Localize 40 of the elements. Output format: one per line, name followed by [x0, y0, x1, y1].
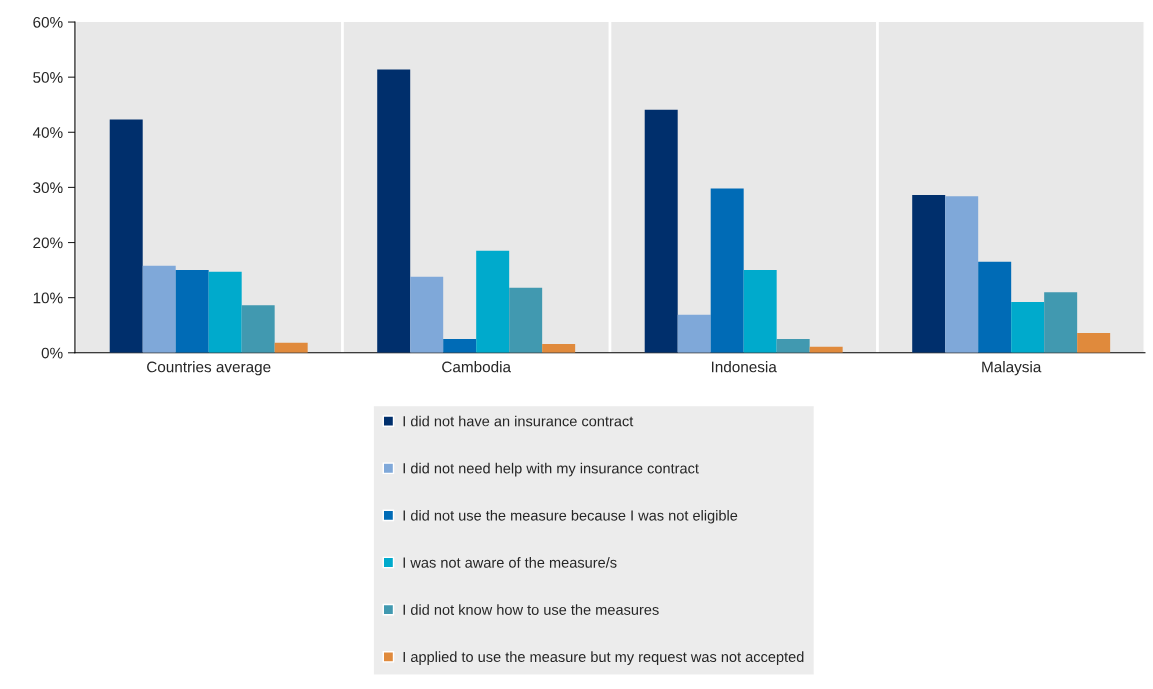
bar	[175, 270, 209, 353]
bar	[109, 119, 143, 353]
y-tick-label: 0%	[41, 347, 63, 359]
x-tick-label: Malaysia	[982, 361, 1042, 376]
y-tick-label: 50%	[33, 72, 63, 83]
bar	[443, 338, 477, 353]
bar	[208, 271, 242, 353]
bar	[743, 270, 777, 353]
bar	[476, 250, 510, 353]
bar	[945, 196, 979, 353]
bar	[377, 69, 411, 353]
bar	[1044, 292, 1078, 353]
bar	[1077, 332, 1111, 353]
legend-label: I did not know how to use the measures	[403, 604, 659, 615]
x-tick-label: Cambodia	[442, 361, 512, 373]
y-tick-label: 10%	[33, 292, 63, 304]
bar	[274, 342, 308, 353]
legend-label: I did not use the measure because I was not eligible	[403, 509, 738, 524]
bar	[912, 195, 946, 353]
bar	[410, 276, 444, 353]
bar	[509, 287, 543, 353]
y-tick-label: 30%	[33, 182, 63, 194]
legend-label: I was not aware of the measure/s	[403, 557, 617, 568]
y-tick-label: 60%	[33, 16, 63, 28]
x-tick-label: Countries average	[147, 361, 271, 376]
bar	[542, 343, 576, 353]
legend-label: I applied to use the measure but my request was not accepted	[403, 651, 804, 665]
bar	[677, 314, 711, 353]
bar	[978, 261, 1012, 353]
bar	[241, 305, 275, 353]
y-tick-label: 20%	[33, 237, 63, 249]
y-tick-label: 40%	[32, 127, 63, 138]
bar	[710, 188, 744, 353]
bar	[644, 109, 678, 353]
legend-label: I did not need help with my insurance contract	[403, 462, 699, 477]
bar	[1011, 302, 1045, 353]
x-tick-label: Indonesia	[711, 361, 777, 373]
bar	[142, 265, 176, 353]
bar	[776, 338, 810, 353]
legend-label: I did not have an insurance contract	[403, 415, 634, 427]
